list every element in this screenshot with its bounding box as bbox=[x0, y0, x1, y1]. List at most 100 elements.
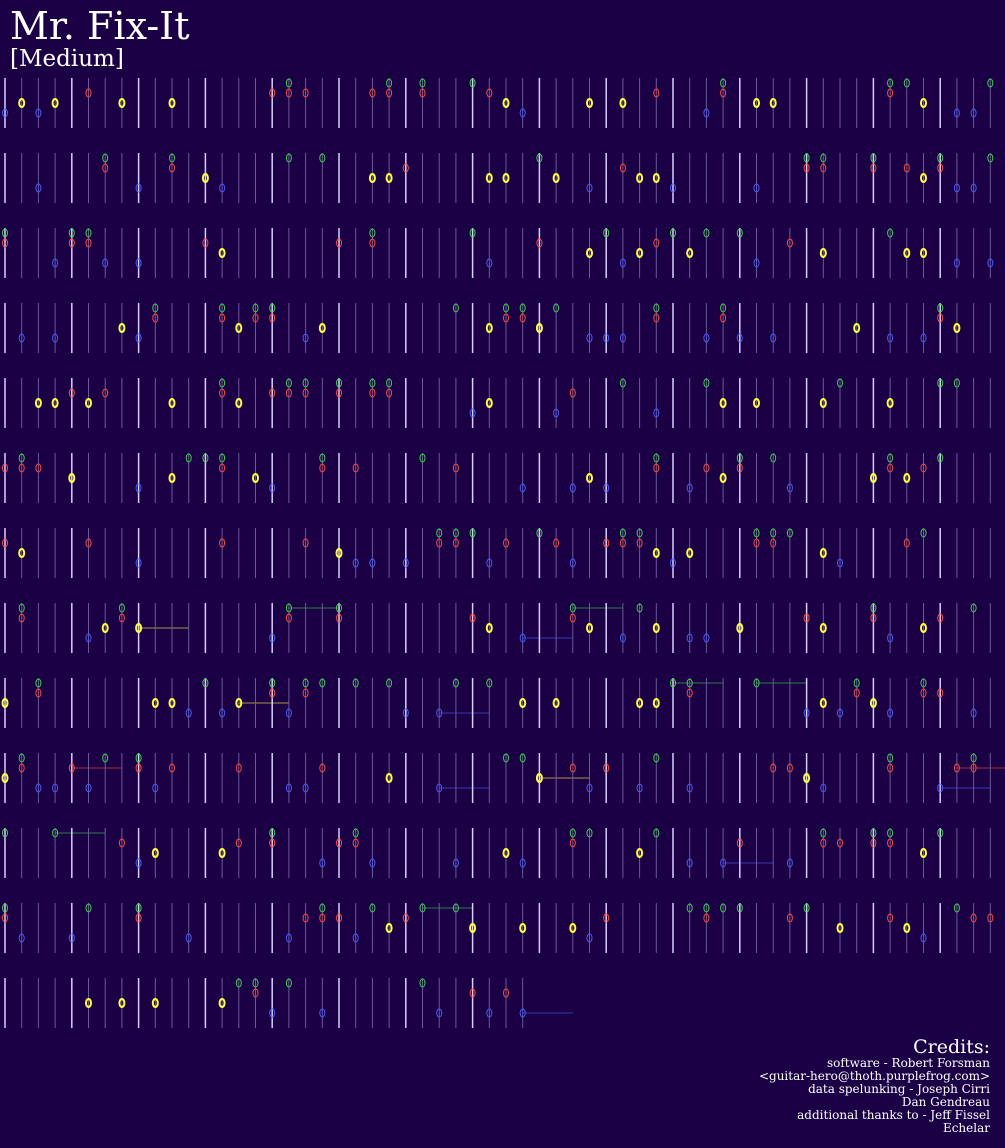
note bbox=[903, 473, 911, 483]
note bbox=[769, 98, 777, 108]
note bbox=[452, 858, 459, 868]
note bbox=[386, 388, 393, 398]
note bbox=[920, 848, 927, 858]
note bbox=[485, 173, 493, 183]
note bbox=[319, 763, 326, 773]
note bbox=[285, 78, 292, 88]
note bbox=[85, 398, 92, 408]
difficulty: [Medium] bbox=[10, 46, 124, 72]
note bbox=[903, 538, 910, 548]
note bbox=[252, 473, 259, 483]
note bbox=[218, 848, 226, 858]
note bbox=[970, 183, 977, 193]
note bbox=[870, 828, 877, 838]
note bbox=[285, 378, 292, 388]
note bbox=[18, 98, 26, 108]
note bbox=[485, 623, 493, 633]
credit-line: <guitar-hero@thoth.purplefrog.com> bbox=[758, 1069, 990, 1083]
note bbox=[269, 483, 276, 493]
note bbox=[202, 678, 209, 688]
note bbox=[586, 473, 593, 483]
note bbox=[670, 558, 676, 568]
note bbox=[269, 88, 276, 98]
note bbox=[887, 463, 894, 473]
note bbox=[269, 1008, 276, 1018]
note bbox=[1, 698, 9, 708]
note bbox=[653, 88, 660, 98]
note bbox=[770, 453, 777, 463]
note bbox=[653, 753, 660, 763]
note bbox=[219, 313, 226, 323]
note bbox=[920, 173, 927, 183]
note bbox=[786, 858, 793, 868]
note bbox=[903, 248, 911, 258]
note bbox=[652, 623, 660, 633]
note bbox=[319, 1008, 326, 1018]
note bbox=[486, 558, 493, 568]
note bbox=[686, 678, 693, 688]
note bbox=[469, 923, 477, 933]
note bbox=[753, 183, 760, 193]
note bbox=[169, 763, 175, 773]
note bbox=[369, 903, 376, 913]
note bbox=[2, 108, 8, 118]
note bbox=[953, 903, 960, 913]
note bbox=[903, 78, 910, 88]
note bbox=[503, 303, 509, 313]
note bbox=[569, 388, 576, 398]
note bbox=[819, 398, 827, 408]
note bbox=[920, 678, 927, 688]
note bbox=[34, 398, 42, 408]
note bbox=[352, 838, 359, 848]
note bbox=[419, 88, 426, 98]
note bbox=[269, 388, 276, 398]
note bbox=[803, 163, 810, 173]
note bbox=[519, 483, 526, 493]
note bbox=[135, 183, 142, 193]
note bbox=[18, 753, 25, 763]
note bbox=[368, 173, 376, 183]
note bbox=[720, 903, 727, 913]
note bbox=[235, 323, 243, 333]
note bbox=[636, 248, 644, 258]
note bbox=[369, 378, 376, 388]
note bbox=[686, 688, 693, 698]
note bbox=[937, 313, 944, 323]
note bbox=[219, 303, 226, 313]
note bbox=[336, 388, 342, 398]
note bbox=[819, 248, 827, 258]
note bbox=[51, 98, 59, 108]
note bbox=[603, 913, 610, 923]
note bbox=[319, 153, 326, 163]
note bbox=[219, 378, 226, 388]
note bbox=[285, 978, 292, 988]
note bbox=[653, 238, 660, 248]
note bbox=[51, 398, 59, 408]
note bbox=[937, 613, 944, 623]
note bbox=[102, 753, 109, 763]
note bbox=[603, 483, 610, 493]
note bbox=[535, 323, 543, 333]
note bbox=[385, 923, 393, 933]
note bbox=[753, 258, 760, 268]
note bbox=[302, 538, 309, 548]
note bbox=[85, 228, 92, 238]
note bbox=[586, 183, 593, 193]
note bbox=[218, 998, 226, 1008]
note bbox=[302, 88, 309, 98]
note bbox=[35, 783, 42, 793]
note bbox=[2, 828, 8, 838]
note bbox=[987, 153, 994, 163]
note bbox=[937, 453, 944, 463]
note bbox=[636, 783, 643, 793]
note bbox=[101, 623, 109, 633]
note bbox=[452, 903, 459, 913]
note bbox=[603, 538, 610, 548]
note bbox=[603, 763, 610, 773]
note bbox=[636, 173, 644, 183]
note bbox=[686, 248, 694, 258]
note bbox=[953, 183, 960, 193]
note bbox=[2, 538, 8, 548]
note bbox=[870, 838, 877, 848]
note bbox=[269, 303, 276, 313]
